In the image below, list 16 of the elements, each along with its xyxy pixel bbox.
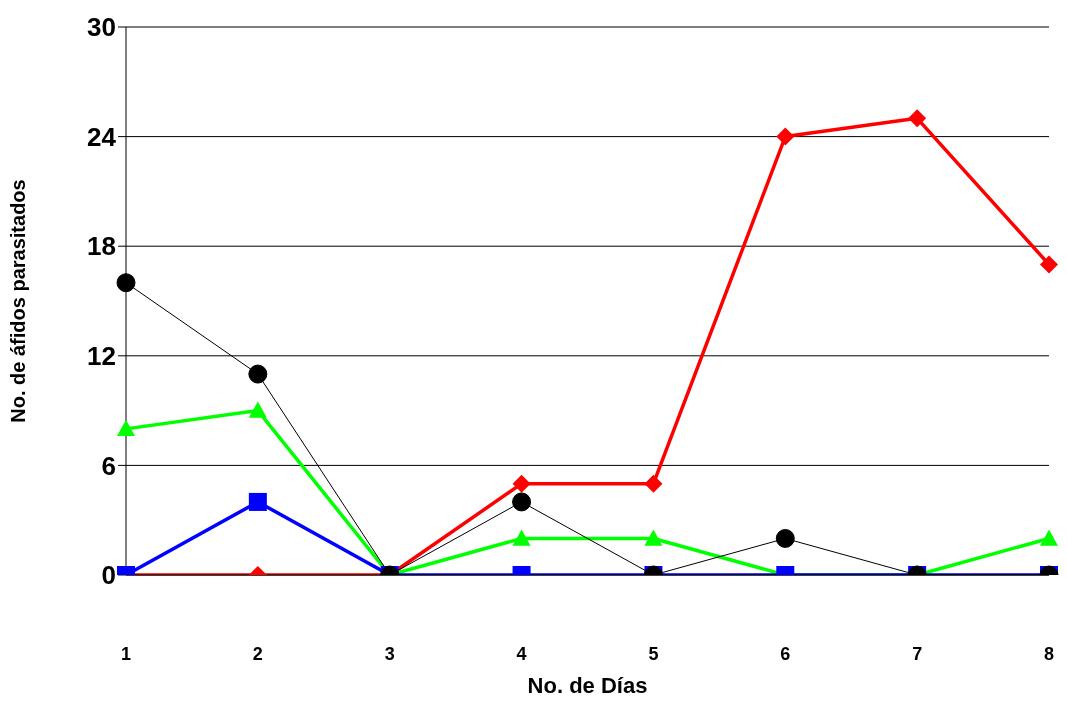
y-tick-label: 0 (101, 560, 116, 591)
y-tick-label: 18 (87, 231, 116, 262)
x-tick-label: 7 (912, 643, 923, 664)
y-axis-title: No. de áfidos parasitados (7, 179, 30, 423)
x-tick-label: 3 (384, 643, 395, 664)
y-tick-label: 12 (87, 341, 116, 372)
x-tick-label: 4 (516, 643, 527, 664)
x-tick-label: 2 (252, 643, 263, 664)
x-tick-label: 1 (120, 643, 132, 664)
x-axis-title: No. de Días (527, 673, 648, 698)
y-tick-label: 30 (87, 12, 116, 43)
x-tick-label: 6 (780, 643, 791, 664)
y-tick-label: 24 (87, 121, 117, 152)
x-tick-label: 8 (1043, 643, 1055, 664)
x-tick-label: 5 (648, 643, 659, 664)
y-tick-label: 6 (101, 450, 116, 481)
